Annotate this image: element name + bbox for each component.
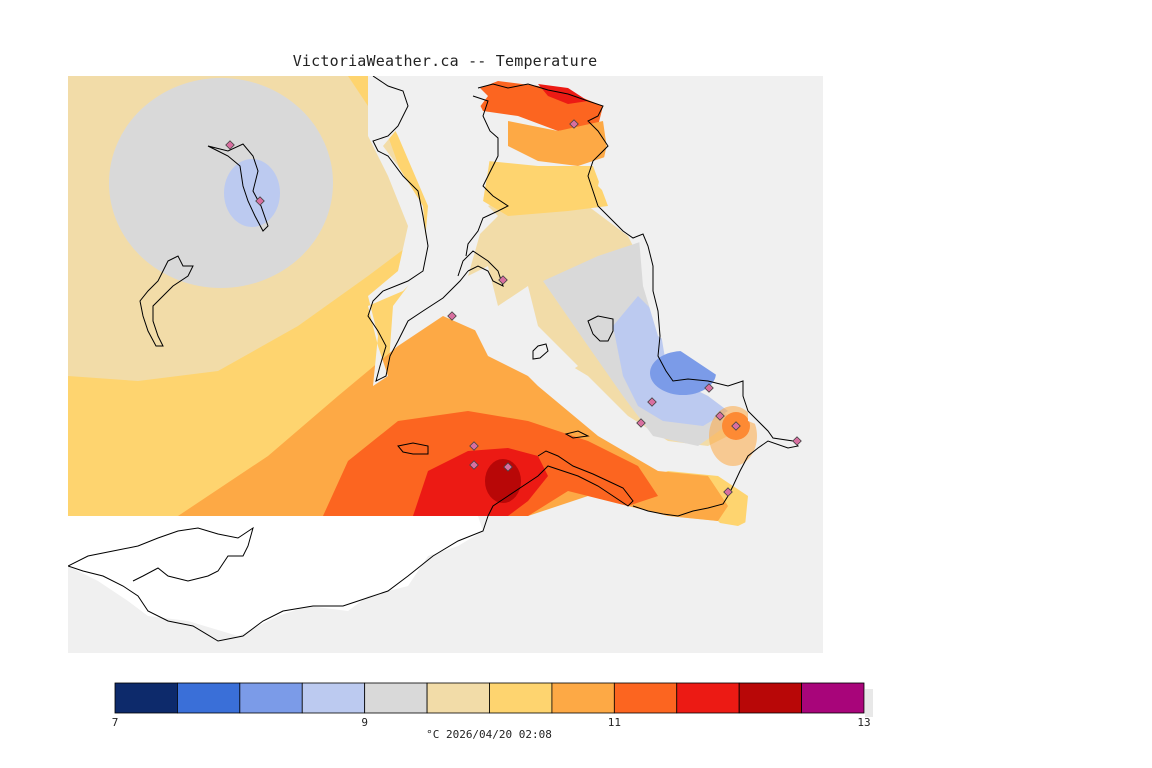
legend-unit-time: °C 2026/04/20 02:08 xyxy=(426,728,552,741)
coast-channel-west xyxy=(465,95,509,257)
station-marker[interactable] xyxy=(636,418,646,428)
coast-small-lake xyxy=(532,343,549,360)
station-marker[interactable] xyxy=(255,196,265,206)
legend-tick-label: 7 xyxy=(111,716,119,729)
coast-duncan-lake xyxy=(207,143,269,232)
zone-9-9.5 xyxy=(109,78,333,288)
legend-bin xyxy=(489,682,553,714)
legend-tick-label: 13 xyxy=(857,716,871,729)
coast-esquimalt xyxy=(564,430,590,439)
legend-bin xyxy=(301,682,366,714)
zone-8.5-9 xyxy=(224,159,280,227)
legend-bin xyxy=(177,682,241,714)
legend-bin xyxy=(239,682,303,714)
east-sea xyxy=(598,76,823,653)
station-marker[interactable] xyxy=(469,460,479,470)
temperature-map xyxy=(68,76,823,653)
legend-bin xyxy=(551,682,615,714)
zone-11.5-north xyxy=(538,84,588,104)
coast-west-lake xyxy=(139,255,194,347)
legend-tick-label: 9 xyxy=(361,716,368,729)
station-marker[interactable] xyxy=(447,311,457,321)
chart-title: VictoriaWeather.ca -- Temperature xyxy=(292,52,598,70)
zone-10.5-11-oak-bay xyxy=(709,406,757,466)
station-marker[interactable] xyxy=(647,397,657,407)
legend-bin xyxy=(801,682,865,714)
east-channel xyxy=(448,76,578,386)
zone-11-north xyxy=(473,81,603,131)
legend-bin xyxy=(676,682,740,714)
station-marker[interactable] xyxy=(469,441,479,451)
station-markers xyxy=(225,119,802,497)
legend-bin xyxy=(738,682,802,714)
coast-saanich-west xyxy=(367,76,469,382)
legend-bins xyxy=(114,682,865,714)
coast-peninsula-north xyxy=(477,83,800,517)
station-marker[interactable] xyxy=(569,119,579,129)
coast-southwest xyxy=(68,526,254,582)
coastlines xyxy=(68,76,800,642)
legend-tick-label: 11 xyxy=(607,716,621,729)
station-marker[interactable] xyxy=(498,275,508,285)
station-marker[interactable] xyxy=(704,383,714,393)
coast-island-lake xyxy=(587,315,614,342)
unsampled-land xyxy=(68,516,483,636)
station-marker[interactable] xyxy=(715,411,725,421)
coast-victoria-harbour xyxy=(487,450,634,517)
zone-8.5-9-east xyxy=(613,296,728,426)
station-marker[interactable] xyxy=(503,462,513,472)
map-svg xyxy=(68,76,823,653)
legend-bin xyxy=(426,682,490,714)
legend-bin xyxy=(613,682,678,714)
zone-10-north xyxy=(483,161,608,216)
coast-portage-inlet xyxy=(397,442,429,455)
station-marker[interactable] xyxy=(731,421,741,431)
legend-bin xyxy=(364,682,428,714)
legend-cap xyxy=(865,689,873,717)
station-marker[interactable] xyxy=(225,140,235,150)
zone-12-12.5 xyxy=(485,459,521,503)
legend-bin xyxy=(114,682,178,714)
station-marker[interactable] xyxy=(792,436,802,446)
coast-south xyxy=(68,515,489,642)
zone-10.5-north xyxy=(508,121,608,166)
station-marker[interactable] xyxy=(723,487,733,497)
